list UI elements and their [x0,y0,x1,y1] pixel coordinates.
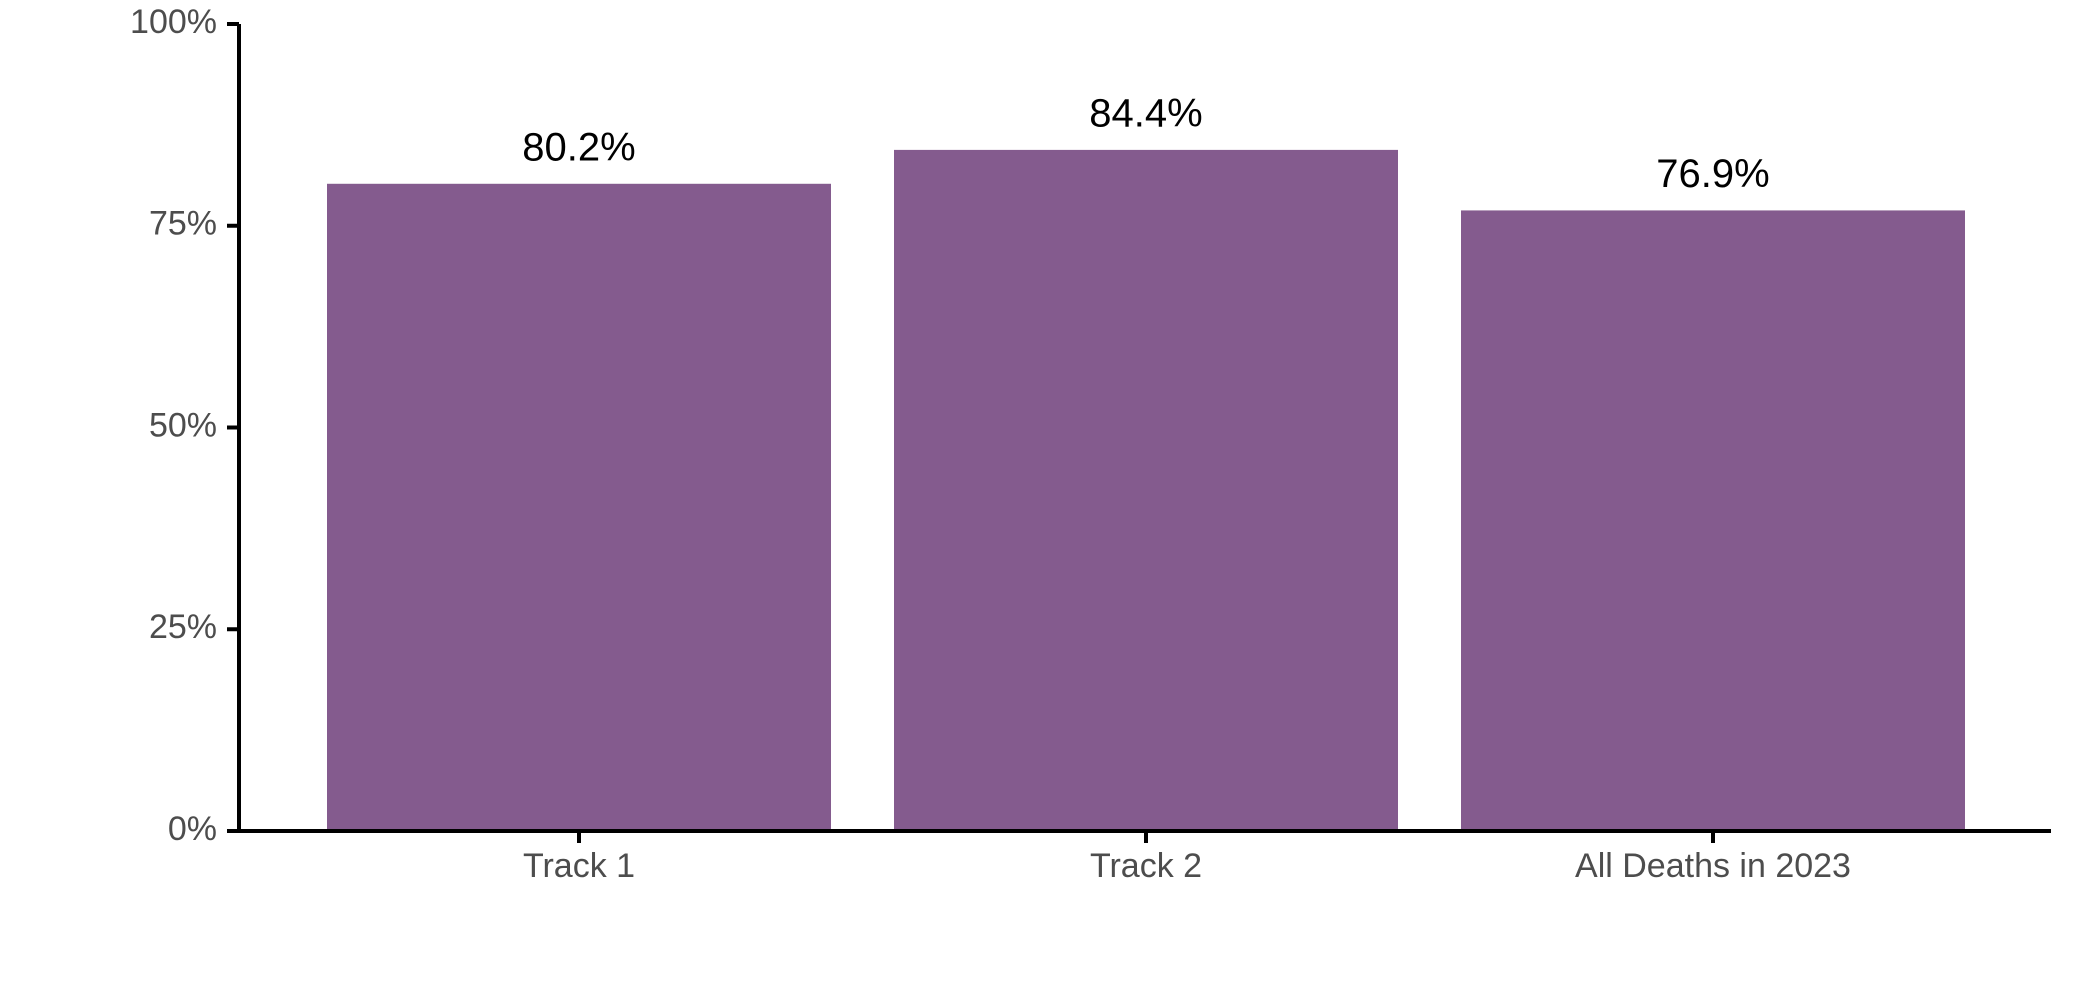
bar [1461,210,1965,832]
bar [894,149,1398,832]
y-tick-label: 25% [149,608,217,646]
y-tick-label: 0% [168,810,217,848]
value-label: 76.9% [1656,152,1769,196]
value-label: 80.2% [522,125,635,169]
bar [327,183,831,831]
y-tick-label: 100% [130,3,217,41]
y-tick-label: 50% [149,406,217,444]
value-label: 84.4% [1089,91,1202,135]
x-tick-label: Track 2 [1090,847,1202,885]
x-tick-label: All Deaths in 2023 [1575,847,1851,885]
x-tick-label: Track 1 [523,847,635,885]
y-tick-label: 75% [149,205,217,243]
